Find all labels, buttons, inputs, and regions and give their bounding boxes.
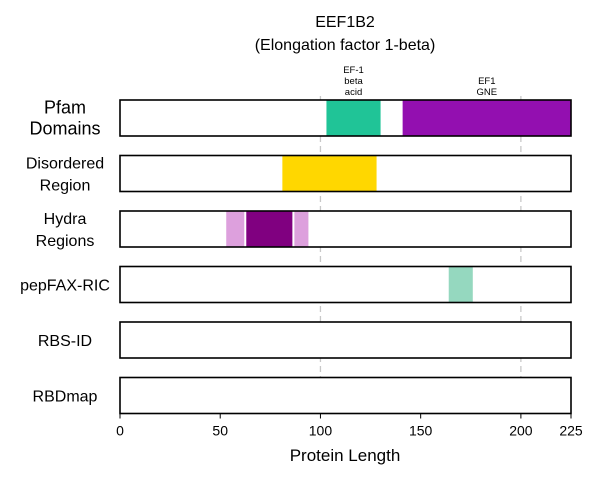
feature-segment (326, 100, 381, 136)
x-axis: 0 50 100 150 200 225 (116, 413, 583, 439)
x-tick-label: 100 (309, 423, 333, 439)
row-label: Disordered Region (26, 156, 104, 195)
x-tick-label: 225 (559, 423, 583, 439)
row-track (120, 211, 571, 247)
row-label-line: Regions (36, 233, 95, 250)
row-label-line: Pfam (44, 98, 86, 118)
segment-annotation-line: EF-1 (343, 65, 364, 76)
row-label-line: RBS-ID (38, 333, 92, 350)
x-axis-label: Protein Length (290, 446, 401, 465)
row-border (119, 99, 572, 137)
x-tick-label: 0 (116, 423, 124, 439)
feature-rows: EF-1 beta acid EF1 GNE Pfam Domains Disordered R… (20, 65, 572, 415)
segment-annotation: EF-1 beta acid (343, 65, 364, 98)
row-label: RBDmap (33, 389, 98, 406)
feature-segment (246, 211, 293, 247)
feature-segment (448, 266, 473, 303)
feature-row: Disordered Region (26, 154, 572, 195)
row-border (119, 376, 572, 415)
chart-subtitle: (Elongation factor 1-beta) (255, 37, 436, 54)
segment-annotation-line: EF1 (478, 76, 495, 87)
feature-row: RBDmap (33, 376, 572, 415)
row-label-line: Hydra (44, 211, 87, 228)
feature-row: EF-1 beta acid EF1 GNE Pfam Domains (29, 65, 572, 139)
x-tick-label: 50 (212, 423, 228, 439)
row-track (120, 322, 571, 358)
row-label-line: Domains (29, 119, 100, 139)
feature-segment (226, 211, 245, 247)
segment-annotation-line: beta (344, 76, 363, 87)
row-label-line: RBDmap (33, 389, 98, 406)
feature-segment (282, 155, 377, 192)
row-track (120, 266, 571, 303)
feature-segment (294, 211, 309, 247)
segment-annotation: EF1 GNE (477, 76, 498, 98)
row-label: pepFAX-RIC (20, 278, 110, 295)
feature-row: pepFAX-RIC (20, 265, 572, 304)
feature-segment (402, 100, 571, 136)
row-label: Pfam Domains (29, 98, 100, 139)
x-tick-label: 150 (409, 423, 433, 439)
feature-row: RBS-ID (38, 321, 572, 359)
gridlines (319, 96, 522, 414)
segment-annotation-line: acid (345, 87, 362, 98)
row-label: Hydra Regions (36, 211, 95, 250)
row-track (120, 377, 571, 414)
row-border (119, 210, 572, 248)
row-border (119, 265, 572, 304)
row-border (119, 154, 572, 193)
feature-row: Hydra Regions (36, 210, 572, 250)
chart-title: EEF1B2 (315, 14, 375, 31)
segment-annotation-line: GNE (477, 87, 498, 98)
row-label-line: pepFAX-RIC (20, 278, 110, 295)
row-label-line: Region (40, 178, 91, 195)
row-label-line: Disordered (26, 156, 104, 173)
x-tick-label: 200 (509, 423, 533, 439)
row-label: RBS-ID (38, 333, 92, 350)
row-border (119, 321, 572, 359)
